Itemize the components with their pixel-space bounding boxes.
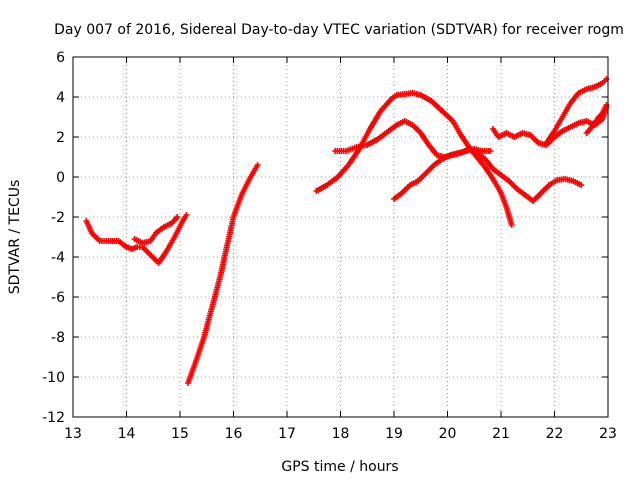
series-3 [185,162,261,386]
y-axis-label: SDTVAR / TECUs [7,180,23,295]
x-tick-label: 14 [118,426,136,442]
data-point [183,212,190,218]
ticks [72,56,609,418]
tick-labels: 13 14 15 16 17 18 19 20 21 22 23 -12 -10 -8 -6 -4 -2 0 2 4 6 [42,50,617,442]
x-tick-label: 19 [385,426,403,442]
x-tick-label: 21 [492,426,510,442]
y-tick-label: 6 [56,50,65,66]
y-tick-label: 4 [56,90,65,106]
series-9 [583,102,610,136]
y-tick-label: -4 [51,250,65,266]
y-tick-label: -10 [42,370,65,386]
y-tick-label: 0 [56,170,65,186]
data-point [174,214,181,220]
y-tick-label: -8 [51,330,65,346]
x-axis-label: GPS time / hours [281,459,398,475]
series-5 [332,118,585,204]
series-7 [489,104,610,148]
marks [83,76,610,386]
series-1 [83,212,190,266]
x-tick-label: 18 [332,426,350,442]
chart-title: Day 007 of 2016, Sidereal Day-to-day VTE… [54,22,624,38]
x-tick-label: 15 [171,426,189,442]
series-2 [131,214,181,246]
data-point [487,148,494,154]
series-4 [313,90,515,228]
series-6 [391,146,494,202]
y-tick-label: -6 [51,290,65,306]
x-tick-label: 20 [439,426,457,442]
x-tick-label: 17 [278,426,296,442]
x-tick-label: 13 [64,426,82,442]
x-tick-label: 23 [599,426,617,442]
y-tick-label: -2 [51,210,65,226]
series-8 [543,76,610,146]
y-tick-label: 2 [56,130,65,146]
y-tick-label: -12 [42,410,65,426]
data-point [254,162,261,168]
x-tick-label: 16 [225,426,243,442]
data-point [578,182,585,188]
data-point [508,222,515,228]
x-tick-label: 22 [546,426,564,442]
